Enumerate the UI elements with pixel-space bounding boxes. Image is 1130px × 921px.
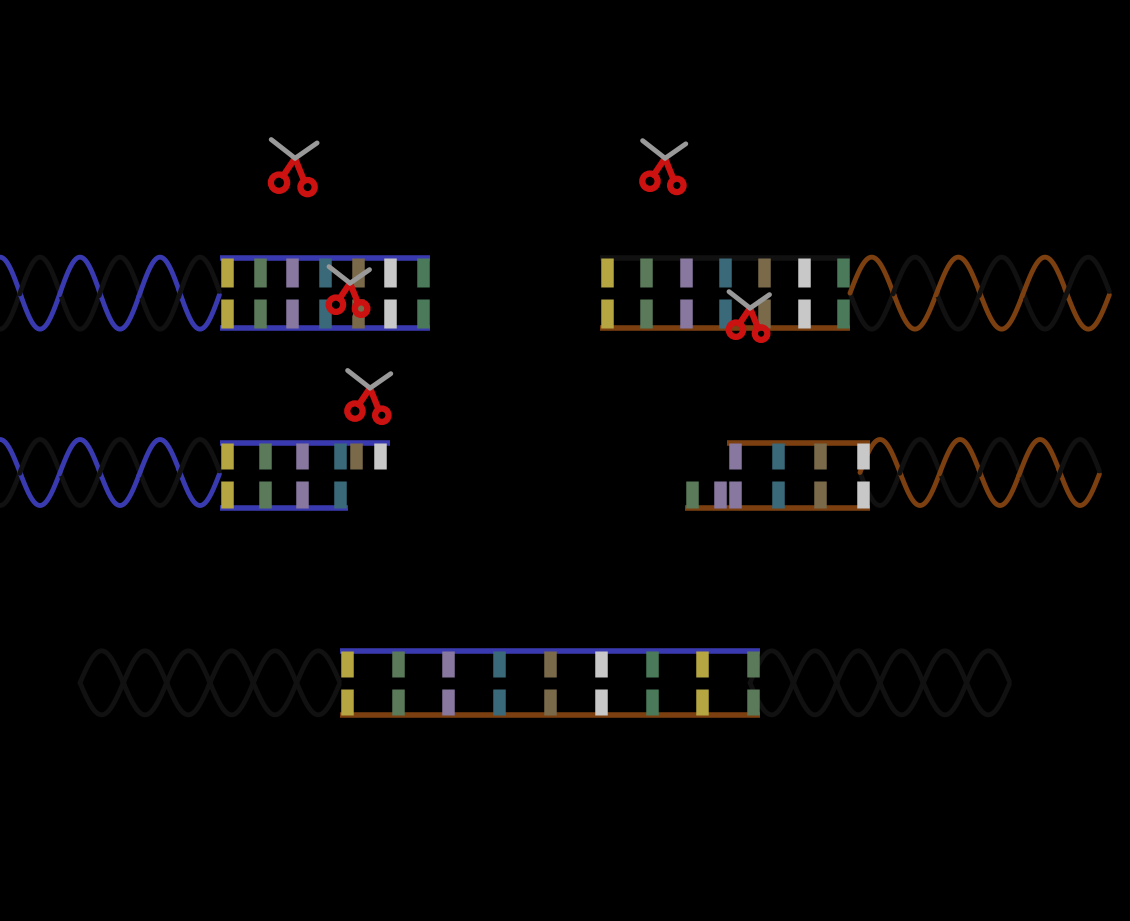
Text: Target site: Target site (530, 369, 661, 393)
Text: Sticky end: Sticky end (130, 396, 260, 420)
Text: Sticky end: Sticky end (650, 530, 780, 555)
Text: ( molecular scissor): ( molecular scissor) (150, 99, 450, 128)
